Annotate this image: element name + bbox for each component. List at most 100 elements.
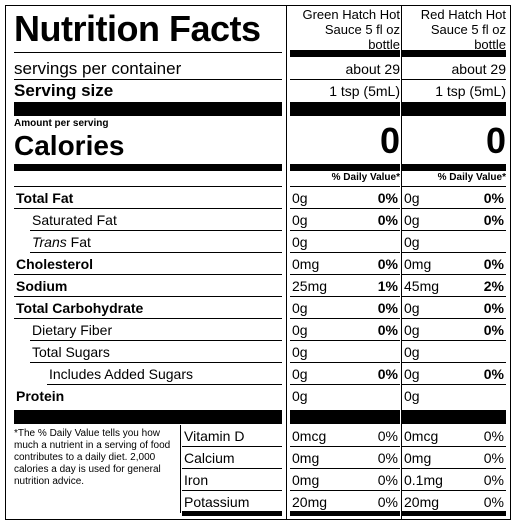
nutrient-amount-2-2: 0g	[404, 212, 420, 228]
nutrient-rule-2-4	[402, 274, 506, 275]
nutrient-rule-1-5	[290, 296, 400, 297]
vitamin-dv-2-4: 0%	[483, 494, 504, 510]
dv-rule-2	[402, 186, 506, 187]
nutrient-rule-1-7	[290, 340, 400, 341]
nutrient-amount-1-9: 0g	[292, 366, 308, 382]
nutrient-amount-1-1: 0g	[292, 190, 308, 206]
nutrient-amount-1-4: 0mg	[292, 256, 320, 272]
page-title: Nutrition Facts	[14, 8, 261, 49]
nutrient-amount-2-8: 0g	[404, 344, 420, 360]
nutrient-label-5: Sodium	[16, 278, 68, 294]
vitamin-amount-1-4: 20mg	[292, 494, 328, 510]
nutrient-amount-2-7: 0g	[404, 322, 420, 338]
nutrient-rule-2	[30, 230, 282, 231]
bottom-bar-1	[290, 511, 400, 516]
serving-size-value-1: 1 tsp (5mL)	[329, 83, 400, 99]
vitamin-rule-2-3	[402, 490, 506, 491]
nutrient-dv-2-4: 0%	[483, 256, 504, 272]
nutrient-label-4: Cholesterol	[16, 256, 94, 272]
nutrient-rule-1-6	[290, 318, 400, 319]
nutrient-label-3: Trans Fat	[32, 234, 91, 250]
nutrient-amount-1-10: 0g	[292, 388, 308, 404]
nutrient-rule-3	[30, 252, 282, 253]
nutrient-rule-2-1	[402, 208, 506, 209]
nutrient-rule-1-2	[290, 230, 400, 231]
nutrient-label-2: Saturated Fat	[32, 212, 117, 228]
nutrient-rule-2-2	[402, 230, 506, 231]
vitamin-amount-2-3: 0.1mg	[404, 472, 443, 488]
nutrient-rule-1-9	[290, 384, 400, 385]
nutrient-dv-1-7: 0%	[377, 322, 398, 338]
nutrient-label-1: Total Fat	[16, 190, 74, 206]
nutrient-amount-1-5: 25mg	[292, 278, 328, 294]
vitamin-rule-2-1	[402, 446, 506, 447]
vitamin-amount-2-1: 0mcg	[404, 428, 439, 444]
nutrient-rule-2-8	[402, 362, 506, 363]
nutrient-rule-9	[47, 384, 282, 385]
vitamin-rule-1	[182, 446, 282, 447]
nutrient-dv-1-9: 0%	[377, 366, 398, 382]
vitamin-dv-2-2: 0%	[483, 450, 504, 466]
calories-bar-1	[290, 164, 400, 171]
vitamin-rule-2	[182, 468, 282, 469]
nutrient-amount-1-2: 0g	[292, 212, 308, 228]
header-bar-1	[290, 50, 400, 57]
nutrient-rule-1-1	[290, 208, 400, 209]
nutrient-dv-2-6: 0%	[483, 300, 504, 316]
vitamin-dv-1-2: 0%	[377, 450, 398, 466]
calories-value-1: 0	[379, 120, 400, 161]
vitamin-dv-1-3: 0%	[377, 472, 398, 488]
amount-per-serving: Amount per serving	[14, 118, 109, 129]
vitamin-rule-1-3	[290, 490, 400, 491]
nutrient-rule-2-5	[402, 296, 506, 297]
divider-2	[401, 6, 402, 519]
nutrient-dv-2-5: 2%	[483, 278, 504, 294]
vitamin-divider	[180, 425, 181, 513]
thick-bar-2	[402, 102, 506, 116]
vitamin-label-3: Iron	[184, 472, 209, 488]
nutrient-dv-1-2: 0%	[377, 212, 398, 228]
nutrient-amount-2-4: 0mg	[404, 256, 432, 272]
nutrient-rule-8	[30, 362, 282, 363]
vitamin-amount-2-4: 20mg	[404, 494, 440, 510]
nutrient-amount-2-3: 0g	[404, 234, 420, 250]
nutrient-amount-2-10: 0g	[404, 388, 420, 404]
vitamin-rule-2-2	[402, 468, 506, 469]
nutrient-rule-1-8	[290, 362, 400, 363]
trans-italic: Trans	[32, 234, 67, 250]
nutrient-rule-1	[14, 208, 282, 209]
nutrient-label-10: Protein	[16, 388, 65, 404]
calories-bar-2	[402, 164, 506, 171]
nutrient-rule-7	[30, 340, 282, 341]
nutrient-rule-2-6	[402, 318, 506, 319]
dv-header-2: % Daily Value*	[437, 172, 506, 183]
vitamin-amount-1-1: 0mcg	[292, 428, 327, 444]
serving-size-label: Serving size	[14, 81, 114, 100]
footnote: *The % Daily Value tells you how much a …	[14, 428, 171, 487]
nutrient-amount-2-9: 0g	[404, 366, 420, 382]
divider-1	[286, 6, 287, 519]
title-rule	[14, 52, 282, 53]
vitamin-dv-2-1: 0%	[483, 428, 504, 444]
servings-rule	[14, 79, 282, 80]
thick-bar-1	[290, 102, 400, 116]
vitamin-rule-3	[182, 490, 282, 491]
servings-value-2: about 29	[451, 61, 507, 77]
servings-value-1: about 29	[345, 61, 401, 77]
nutrient-amount-1-6: 0g	[292, 300, 308, 316]
calories-label: Calories	[14, 130, 125, 161]
vitamin-label-2: Calcium	[184, 450, 235, 466]
vitamin-dv-1-1: 0%	[377, 428, 398, 444]
nutrient-rule-2-9	[402, 384, 506, 385]
thick-bar-left	[14, 102, 282, 116]
nutrition-facts-label: Nutrition Facts Green Hatch Hot Sauce 5 f…	[5, 5, 511, 520]
nutrient-rule-4	[14, 274, 282, 275]
nutrient-rule-1-4	[290, 274, 400, 275]
nutrient-dv-2-1: 0%	[483, 190, 504, 206]
nutrient-amount-2-6: 0g	[404, 300, 420, 316]
vitamin-amount-1-2: 0mg	[292, 450, 320, 466]
vitamin-dv-2-3: 0%	[483, 472, 504, 488]
nutrient-dv-2-9: 0%	[483, 366, 504, 382]
header-bar-2	[402, 50, 506, 57]
vitamin-bar-2	[402, 410, 506, 424]
